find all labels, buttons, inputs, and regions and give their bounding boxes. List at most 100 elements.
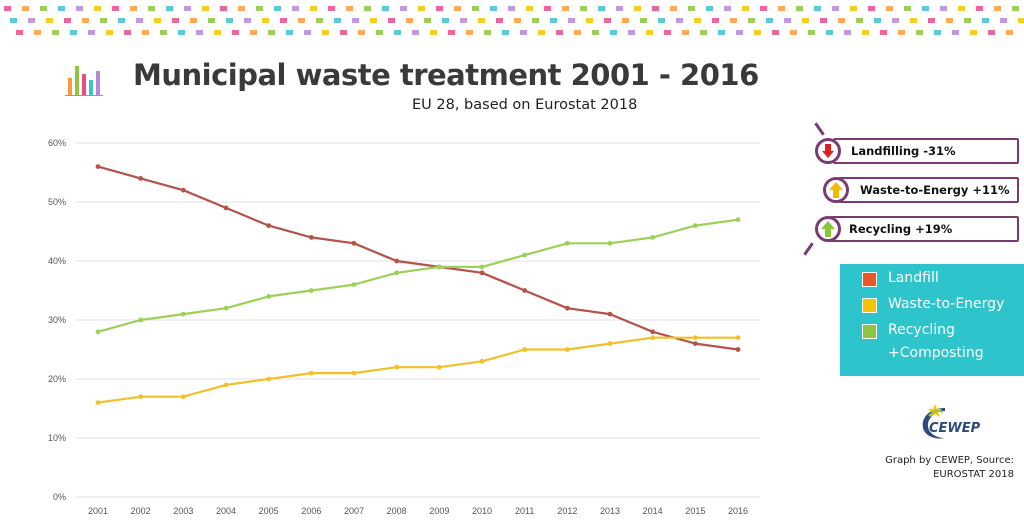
x-tick-label: 2015 [685, 506, 705, 516]
arrow-down-icon [815, 138, 841, 164]
header-dot [124, 30, 131, 35]
header-dot [436, 6, 443, 11]
header-dot [1006, 30, 1013, 35]
header-dot [766, 18, 773, 23]
header-dot [322, 30, 329, 35]
header-dot [250, 30, 257, 35]
data-point-recycling [692, 223, 698, 228]
header-dot [274, 6, 281, 11]
header-dot [76, 6, 83, 11]
data-point-landfill [564, 305, 570, 311]
header-dot [844, 30, 851, 35]
header-dot [304, 30, 311, 35]
header-dot [292, 6, 299, 11]
header-dot [556, 30, 563, 35]
header-dot [838, 18, 845, 23]
header-dot [754, 30, 761, 35]
data-point-landfill [223, 205, 229, 211]
header-dot [94, 6, 101, 11]
x-tick-label: 2012 [557, 506, 577, 516]
y-axis-ticks: 0% 10% 20% 30% 40% 50% 60% [48, 138, 66, 502]
header-dot [574, 30, 581, 35]
header-dot [808, 30, 815, 35]
x-tick-label: 2014 [643, 506, 663, 516]
header-dot [694, 18, 701, 23]
cewep-logo-text: CEWEP [929, 421, 981, 436]
data-point-recycling [436, 264, 442, 270]
x-tick-label: 2003 [173, 506, 193, 516]
header-dot [118, 18, 125, 23]
header-dot [388, 18, 395, 23]
header-dot [580, 6, 587, 11]
header-dot [898, 30, 905, 35]
data-point-recycling [308, 288, 314, 293]
chart-legend: Landfill Waste-to-Energy Recycling +Comp… [840, 264, 1024, 376]
y-tick-label: 0% [53, 492, 66, 502]
series-line-landfill [97, 165, 739, 351]
header-dot [520, 30, 527, 35]
header-dot [184, 6, 191, 11]
header-dot [160, 30, 167, 35]
header-dot [976, 6, 983, 11]
x-tick-label: 2001 [88, 506, 108, 516]
header-dot [22, 6, 29, 11]
data-point-recycling [522, 252, 528, 258]
header-dot [226, 18, 233, 23]
callout-connector [803, 242, 814, 256]
header-dot [490, 6, 497, 11]
header-dot [748, 18, 755, 23]
header-dot [934, 30, 941, 35]
header-dot [232, 30, 239, 35]
x-axis-ticks: 2001 2002 2003 2004 2005 2006 2007 2008 2009 2010… [88, 506, 748, 516]
header-dot [688, 6, 695, 11]
header-dot [148, 6, 155, 11]
header-dot [472, 6, 479, 11]
header-dot [394, 30, 401, 35]
callout-label: Recycling +19% [849, 222, 953, 236]
header-dot [208, 18, 215, 23]
header-dot [310, 6, 317, 11]
arrow-up-icon [823, 177, 849, 203]
x-tick-label: 2011 [515, 506, 534, 516]
header-dot [718, 30, 725, 35]
header-dot [664, 30, 671, 35]
data-point-recycling [351, 282, 357, 287]
header-dot [640, 18, 647, 23]
header-dot [940, 6, 947, 11]
data-point-landfill [351, 240, 357, 246]
header-dot [430, 30, 437, 35]
data-point-wte [95, 400, 101, 405]
header-dot [298, 18, 305, 23]
header-dot [904, 6, 911, 11]
data-point-landfill [138, 176, 144, 181]
data-point-recycling [266, 294, 272, 299]
header-dot [328, 6, 335, 11]
header-dot [670, 6, 677, 11]
header-dot [724, 6, 731, 11]
data-point-wte [607, 341, 613, 346]
header-dot [862, 30, 869, 35]
header-dot [970, 30, 977, 35]
page-subtitle: EU 28, based on Eurostat 2018 [412, 97, 638, 113]
legend-swatch-landfill [862, 272, 877, 287]
header-dot [442, 18, 449, 23]
data-point-wte [351, 370, 357, 376]
header-dot [730, 18, 737, 23]
header-dot [802, 18, 809, 23]
header-dot [196, 30, 203, 35]
y-tick-label: 60% [48, 138, 66, 148]
header-dot [28, 18, 35, 23]
data-point-landfill [522, 288, 528, 293]
header-dot [592, 30, 599, 35]
header-dot [916, 30, 923, 35]
header-dot [460, 18, 467, 23]
header-dot [514, 18, 521, 23]
y-tick-label: 40% [48, 256, 66, 266]
data-point-recycling [650, 235, 656, 240]
header-dot [34, 30, 41, 35]
header-dot [826, 30, 833, 35]
data-point-wte [223, 382, 229, 388]
legend-label-composting: +Composting [888, 345, 984, 361]
callout-landfilling: Landfilling -31% [833, 138, 1019, 164]
callout-label: Landfilling -31% [851, 144, 956, 158]
